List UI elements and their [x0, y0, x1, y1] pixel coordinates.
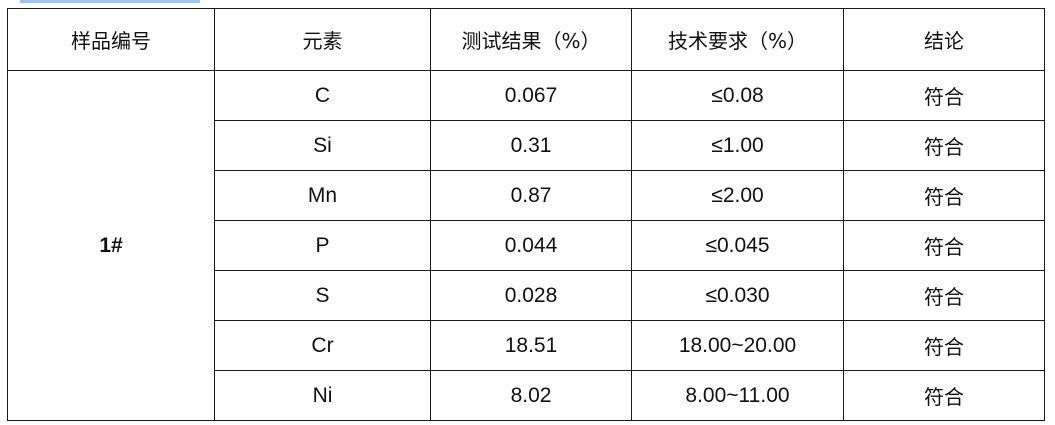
conclusion-cell: 符合 [843, 70, 1045, 121]
requirement-cell: ≤0.045 [631, 220, 844, 271]
conclusion-cell: 符合 [843, 120, 1045, 171]
element-cell: Si [214, 120, 431, 171]
sample-id-cell: 1# [7, 70, 215, 421]
requirement-cell: 8.00~11.00 [631, 370, 844, 421]
result-cell: 18.51 [430, 320, 632, 371]
result-cell: 0.028 [430, 270, 632, 321]
result-cell: 0.067 [430, 70, 632, 121]
header-result: 测试结果（%） [430, 8, 632, 71]
result-cell: 0.87 [430, 170, 632, 221]
result-cell: 8.02 [430, 370, 632, 421]
requirement-cell: ≤0.030 [631, 270, 844, 321]
requirement-cell: ≤1.00 [631, 120, 844, 171]
conclusion-cell: 符合 [843, 320, 1045, 371]
element-cell: S [214, 270, 431, 321]
element-cell: P [214, 220, 431, 271]
conclusion-cell: 符合 [843, 370, 1045, 421]
table-row: Ni 8.02 8.00~11.00 符合 [8, 370, 1045, 421]
element-cell: Cr [214, 320, 431, 371]
element-cell: C [214, 70, 431, 121]
selection-highlight [20, 0, 200, 3]
requirement-cell: ≤0.08 [631, 70, 844, 121]
requirement-cell: 18.00~20.00 [631, 320, 844, 371]
table-row: P 0.044 ≤0.045 符合 [8, 220, 1045, 271]
header-requirement: 技术要求（%） [631, 8, 844, 71]
header-conclusion: 结论 [843, 8, 1045, 71]
element-cell: Mn [214, 170, 431, 221]
header-element: 元素 [214, 8, 431, 71]
requirement-cell: ≤2.00 [631, 170, 844, 221]
result-cell: 0.044 [430, 220, 632, 271]
element-cell: Ni [214, 370, 431, 421]
header-sample-id: 样品编号 [7, 8, 215, 71]
table-row: Cr 18.51 18.00~20.00 符合 [8, 320, 1045, 371]
conclusion-cell: 符合 [843, 220, 1045, 271]
table-row: Mn 0.87 ≤2.00 符合 [8, 170, 1045, 221]
conclusion-cell: 符合 [843, 170, 1045, 221]
conclusion-cell: 符合 [843, 270, 1045, 321]
table-header-row: 样品编号 元素 测试结果（%） 技术要求（%） 结论 [7, 8, 1045, 71]
table-row: 1# C 0.067 ≤0.08 符合 [7, 70, 1045, 421]
table-row: Si 0.31 ≤1.00 符合 [8, 120, 1045, 171]
test-results-table: 样品编号 元素 测试结果（%） 技术要求（%） 结论 1# C 0.067 ≤0.08… [7, 8, 1045, 421]
result-cell: 0.31 [430, 120, 632, 171]
